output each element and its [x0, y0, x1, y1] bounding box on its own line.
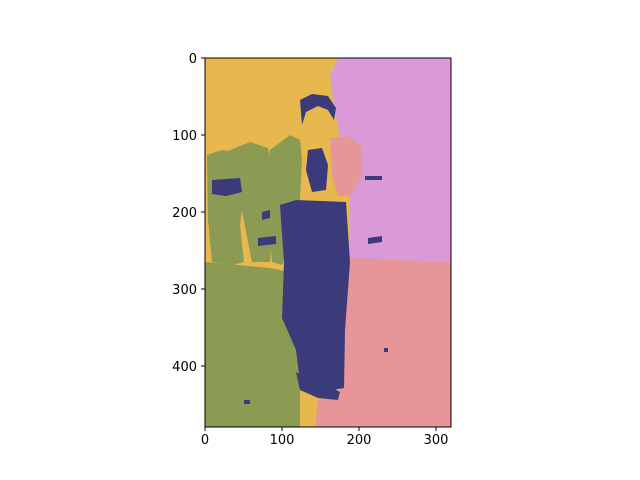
x-tick-label: 100 — [270, 433, 295, 448]
region-navy-feet — [296, 372, 340, 400]
y-tick-label: 200 — [172, 206, 197, 221]
y-tick-label: 300 — [172, 283, 197, 298]
region-navy-hands — [306, 148, 328, 192]
region-salmon-child-arm — [330, 136, 362, 196]
x-tick-label: 0 — [201, 433, 209, 448]
axes-frame — [204, 57, 452, 428]
region-navy-dress — [280, 200, 350, 392]
region-mustard-child-face — [302, 104, 332, 152]
x-tick-label: 200 — [347, 433, 372, 448]
x-axis: 0 100 200 300 — [201, 427, 449, 448]
region-pink-background — [330, 58, 451, 262]
y-tick-label: 0 — [189, 52, 197, 67]
region-salmon-floor — [315, 258, 451, 427]
region-olive-shrub — [230, 142, 272, 262]
region-olive-ground — [205, 262, 300, 427]
region-navy-hair — [300, 94, 336, 125]
x-tick-label: 300 — [424, 433, 449, 448]
y-tick-label: 400 — [172, 360, 197, 375]
y-tick-label: 100 — [172, 129, 197, 144]
segmentation-image — [205, 58, 451, 427]
y-axis: 0 100 200 300 400 — [172, 52, 205, 375]
